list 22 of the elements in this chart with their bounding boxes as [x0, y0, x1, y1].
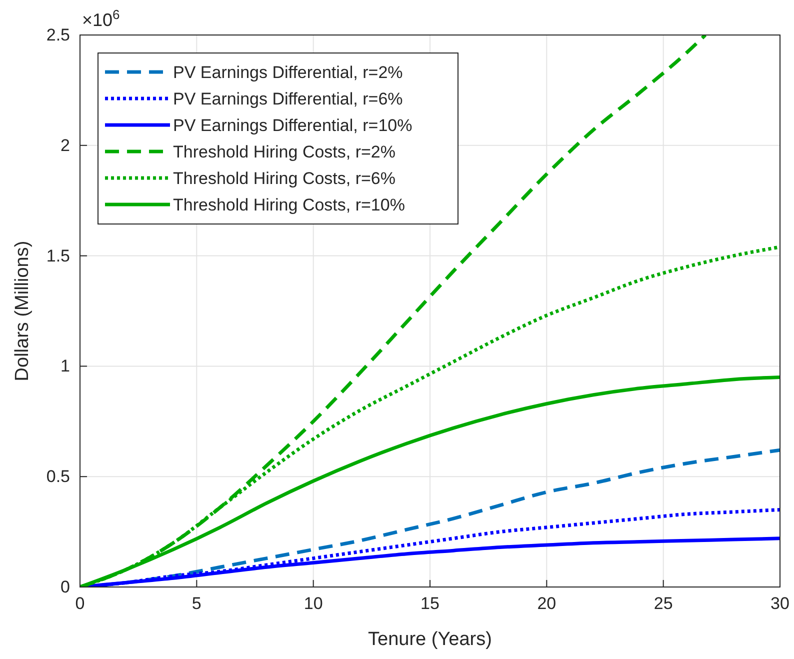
x-axis-title: Tenure (Years) — [368, 629, 492, 650]
x-tick-label: 0 — [75, 594, 85, 614]
legend-label: PV Earnings Differential, r=6% — [173, 90, 403, 108]
legend-label: PV Earnings Differential, r=2% — [173, 63, 403, 82]
y-tick-label: 0 — [60, 577, 70, 596]
legend-label: Threshold Hiring Costs, r=6% — [173, 169, 396, 188]
x-tick-label: 30 — [770, 594, 790, 614]
y-tick-label: 2.5 — [46, 25, 70, 44]
y-tick-label: 1.5 — [46, 246, 70, 266]
y-tick-label: 1 — [60, 356, 70, 376]
x-tick-label: 25 — [654, 594, 673, 614]
y-axis-title: Dollars (Millions) — [12, 240, 33, 382]
x-tick-label: 5 — [192, 594, 202, 614]
legend-label: Threshold Hiring Costs, r=2% — [173, 142, 396, 162]
text: ×10$^{6}$ — [82, 6, 120, 30]
y-tick-label: 0.5 — [46, 467, 70, 486]
x-tick-label: 15 — [420, 594, 440, 614]
y-tick-label: 2 — [60, 136, 70, 155]
x-tick-label: 10 — [304, 594, 323, 614]
x-tick-label: 20 — [537, 594, 556, 614]
legend-label: PV Earnings Differential, r=10% — [173, 116, 412, 135]
legend-label: Threshold Hiring Costs, r=10% — [173, 196, 405, 214]
